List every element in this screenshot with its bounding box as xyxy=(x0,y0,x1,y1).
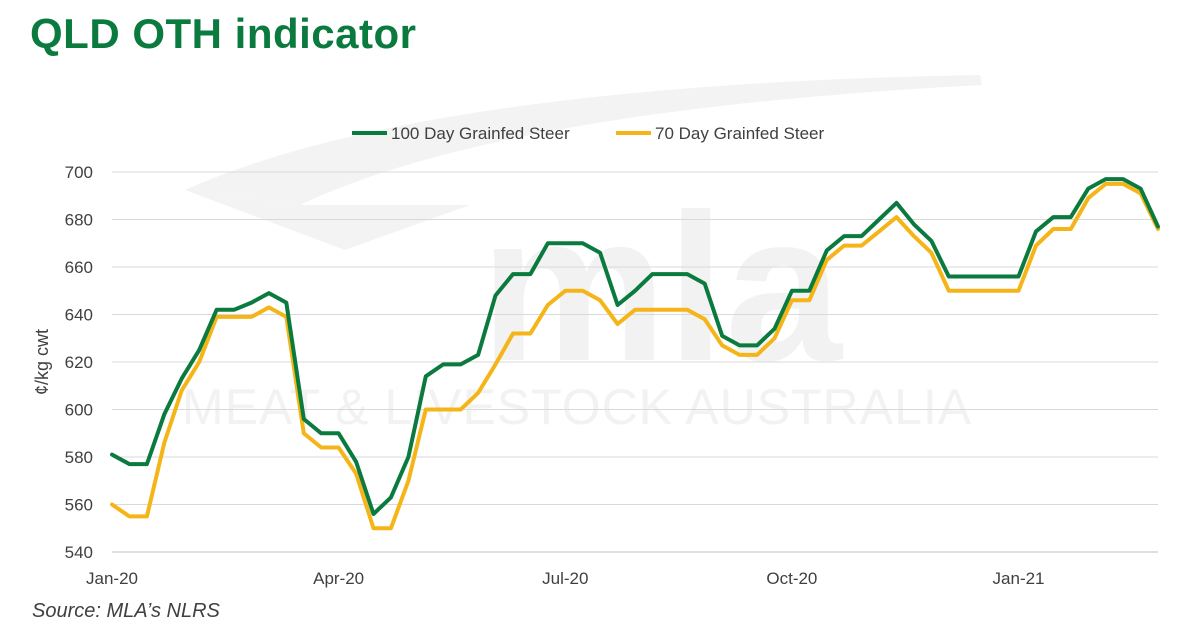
x-tick-label: Jan-20 xyxy=(86,569,138,588)
x-tick-label: Jan-21 xyxy=(993,569,1045,588)
x-tick-label: Apr-20 xyxy=(313,569,364,588)
source-note: Source: MLA’s NLRS xyxy=(32,600,220,622)
legend-label-100-day: 100 Day Grainfed Steer xyxy=(391,124,570,143)
series-line-100-day xyxy=(110,177,1160,516)
x-axis: Jan-20 Apr-20 Jul-20 Oct-20 Jan-21 xyxy=(86,569,1045,588)
legend-label-70-day: 70 Day Grainfed Steer xyxy=(655,124,824,143)
y-tick-label: 700 xyxy=(65,163,93,182)
x-tick-label: Oct-20 xyxy=(766,569,817,588)
y-axis-label: ¢/kg cwt xyxy=(32,329,52,395)
y-tick-label: 680 xyxy=(65,211,93,230)
legend: 100 Day Grainfed Steer 70 Day Grainfed S… xyxy=(352,124,824,143)
y-tick-label: 640 xyxy=(65,306,93,325)
series-lines xyxy=(110,177,1160,531)
y-tick-label: 660 xyxy=(65,258,93,277)
x-tick-label: Jul-20 xyxy=(542,569,588,588)
chart-title: QLD OTH indicator xyxy=(30,10,417,57)
y-tick-label: 540 xyxy=(65,543,93,562)
y-axis: 540 560 580 600 620 640 660 680 700 xyxy=(65,163,93,562)
y-tick-label: 560 xyxy=(65,496,93,515)
mla-watermark: mla MEAT & LIVESTOCK AUSTRALIA xyxy=(182,75,982,435)
watermark-swoosh xyxy=(185,75,982,205)
y-tick-label: 580 xyxy=(65,448,93,467)
watermark-letters: mla xyxy=(480,170,844,405)
y-tick-label: 620 xyxy=(65,353,93,372)
y-tick-label: 600 xyxy=(65,401,93,420)
series-line-70-day xyxy=(110,181,1160,531)
